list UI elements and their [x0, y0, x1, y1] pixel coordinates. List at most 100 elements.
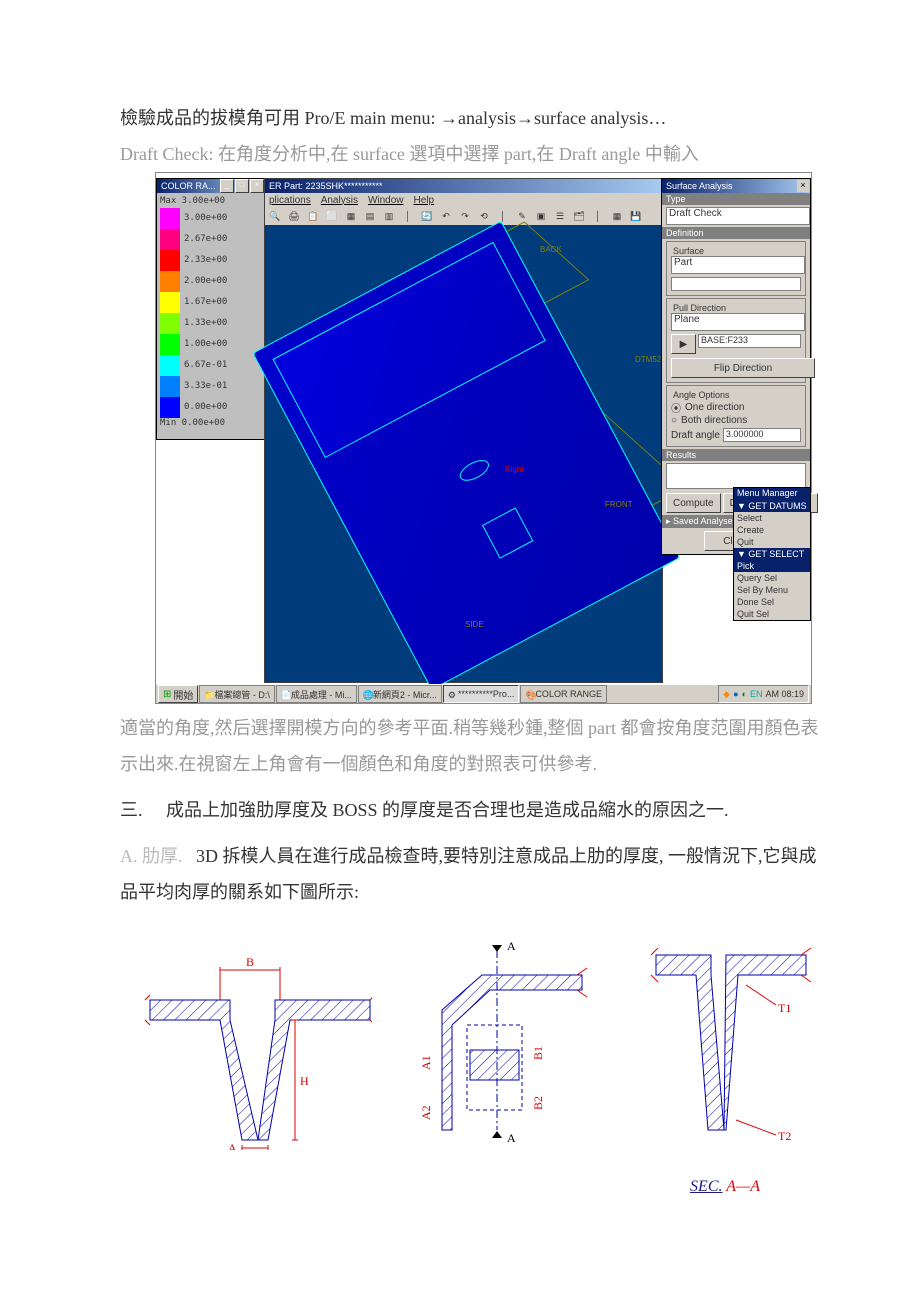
toolbar-button[interactable]: 📋	[304, 208, 322, 226]
compute-button[interactable]: Compute	[666, 493, 721, 513]
color-max-label: Max 3.00e+00	[160, 196, 262, 206]
rib-diagrams: B T H A A A A1 A2 B1 B2 T1 T2	[140, 930, 820, 1170]
datum-front-label: FRONT	[605, 500, 633, 509]
menu-item[interactable]: Done Sel	[734, 596, 810, 608]
toolbar-button[interactable]: ▥	[380, 208, 398, 226]
taskbar-item[interactable]: 📁檔案總管 - D:\	[199, 685, 275, 703]
section-aa-label: SEC. A—A	[120, 1178, 820, 1196]
color-value: 0.00e+00	[184, 397, 227, 418]
toolbar-button[interactable]: ▦	[342, 208, 360, 226]
tray-icon: EN	[750, 689, 763, 699]
color-segment	[160, 397, 180, 418]
menu-item[interactable]: Analysis	[321, 195, 358, 206]
datum-side-label: SIDE	[465, 620, 484, 629]
menu-manager-title: Menu Manager	[734, 488, 810, 500]
results-box	[666, 463, 806, 489]
toolbar-button[interactable]: ⬜	[323, 208, 341, 226]
clock: AM 08:19	[765, 689, 804, 699]
toolbar-button[interactable]: 🔍	[266, 208, 284, 226]
close-icon[interactable]: ×	[250, 179, 264, 193]
arrow-icon[interactable]: ▶	[671, 334, 696, 354]
get-select-header[interactable]: ▼ GET SELECT	[734, 548, 810, 560]
datum-right-label: Right	[505, 465, 524, 474]
menu-manager: Menu Manager ▼ GET DATUMS SelectCreateQu…	[733, 487, 811, 621]
both-directions-radio[interactable]: ○Both directions	[671, 415, 801, 426]
section-3-number: 三.	[120, 792, 156, 828]
color-segment	[160, 355, 180, 376]
start-button[interactable]: ⊞開始	[158, 685, 198, 703]
maximize-icon[interactable]: □	[235, 179, 249, 193]
tray-icon: ◐	[742, 689, 747, 699]
color-value: 1.00e+00	[184, 334, 227, 355]
toolbar-button[interactable]: 💾	[627, 208, 645, 226]
menubar[interactable]: plications Analysis Window Help	[265, 193, 662, 207]
svg-text:T1: T1	[778, 1001, 791, 1015]
color-segment	[160, 376, 180, 397]
paragraph-1: 檢驗成品的拔模角可用 Pro/E main menu: →analysis→su…	[120, 100, 820, 136]
menu-item[interactable]: plications	[269, 195, 311, 206]
surface-legend: Surface	[671, 246, 801, 256]
datum-back-label: BACK	[540, 245, 562, 254]
toolbar-button[interactable]: ↷	[456, 208, 474, 226]
toolbar-button[interactable]: ▣	[532, 208, 550, 226]
menu-item[interactable]: Pick	[734, 560, 810, 572]
toolbar-button[interactable]: ▦	[608, 208, 626, 226]
menu-item[interactable]: Create	[734, 524, 810, 536]
color-value: 1.67e+00	[184, 292, 227, 313]
color-segment	[160, 250, 180, 271]
taskbar-item[interactable]: ⚙**********Pro...	[443, 685, 520, 703]
toolbar-button[interactable]: │	[589, 208, 607, 226]
get-datums-header[interactable]: ▼ GET DATUMS	[734, 500, 810, 512]
menu-item[interactable]: Quit Sel	[734, 608, 810, 620]
one-direction-radio[interactable]: ⦿One direction	[671, 400, 801, 415]
toolbar-button[interactable]: ▤	[361, 208, 379, 226]
color-value: 3.00e+00	[184, 208, 227, 229]
color-value: 2.67e+00	[184, 229, 227, 250]
surface-input[interactable]	[671, 277, 801, 291]
color-segment	[160, 334, 180, 355]
close-icon[interactable]: ×	[797, 180, 809, 192]
color-range-title: COLOR RA...	[161, 181, 216, 191]
taskbar-item[interactable]: 🌐新網頁2 - Micr...	[358, 685, 442, 703]
pull-input[interactable]: BASE:F233	[698, 334, 801, 348]
color-scale-labels: 3.00e+002.67e+002.33e+002.00e+001.67e+00…	[184, 208, 227, 418]
menu-item[interactable]: Query Sel	[734, 572, 810, 584]
color-value: 6.67e-01	[184, 355, 227, 376]
menu-item[interactable]: Select	[734, 512, 810, 524]
toolbar-button[interactable]: ↶	[437, 208, 455, 226]
toolbar-button[interactable]: ☰	[551, 208, 569, 226]
svg-text:A2: A2	[419, 1105, 433, 1120]
menu-item[interactable]: Help	[414, 195, 435, 206]
color-segment	[160, 229, 180, 250]
definition-header: Definition	[662, 227, 810, 239]
surface-select[interactable]: Part	[671, 256, 805, 274]
type-select[interactable]: Draft Check	[666, 207, 810, 225]
flip-direction-button[interactable]: Flip Direction	[671, 358, 815, 378]
toolbar-button[interactable]: 🔄	[418, 208, 436, 226]
draft-angle-input[interactable]: 3.000000	[723, 428, 801, 442]
color-scale-bar	[160, 208, 180, 418]
taskbar-item[interactable]: 🎨COLOR RANGE	[520, 685, 607, 703]
toolbar-button[interactable]: ⟲	[475, 208, 493, 226]
menu-item[interactable]: Quit	[734, 536, 810, 548]
svg-text:A1: A1	[419, 1055, 433, 1070]
pull-select[interactable]: Plane	[671, 313, 805, 331]
system-tray[interactable]: ◆ ● ◐ EN AM 08:19	[718, 685, 809, 703]
3d-viewport[interactable]: BACK DTM52 FRONT SIDE Right	[265, 225, 662, 682]
menu-item[interactable]: Sel By Menu	[734, 584, 810, 596]
diagram-1: B T H A	[140, 930, 372, 1150]
color-segment	[160, 208, 180, 229]
part-model	[252, 222, 678, 689]
toolbar-button[interactable]: 🗂	[570, 208, 588, 226]
section-a: A. 肋厚. 3D 拆模人員在進行成品檢查時,要特別注意成品上肋的厚度, 一般情…	[120, 838, 820, 910]
menu-item[interactable]: Window	[368, 195, 404, 206]
toolbar-button[interactable]: │	[399, 208, 417, 226]
toolbar-button[interactable]: 🖨	[285, 208, 303, 226]
color-range-titlebar[interactable]: COLOR RA... _ □ ×	[157, 179, 265, 193]
diagram-3: T1 T2	[646, 930, 820, 1170]
minimize-icon[interactable]: _	[220, 179, 234, 193]
color-segment	[160, 292, 180, 313]
results-header: Results	[662, 449, 810, 461]
svg-text:B: B	[246, 955, 254, 969]
taskbar-item[interactable]: 📄成品處理 - Mi...	[276, 685, 357, 703]
